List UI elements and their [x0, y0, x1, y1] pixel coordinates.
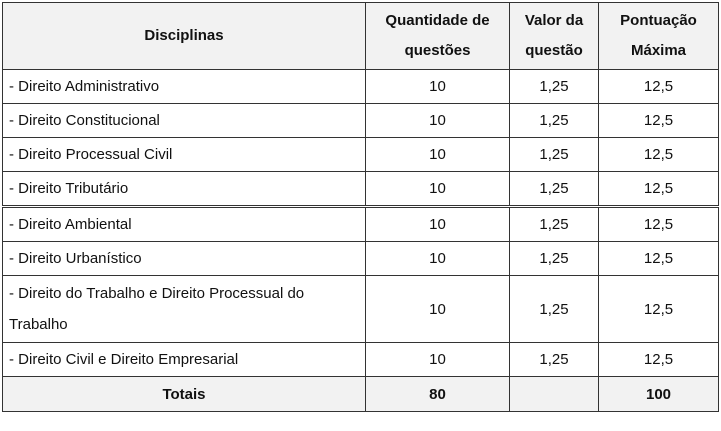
row-quantidade: 10	[365, 275, 510, 343]
row-valor: 1,25	[509, 205, 599, 242]
row-valor: 1,25	[509, 171, 599, 207]
row-valor: 1,25	[509, 69, 599, 104]
row-pontuacao: 12,5	[598, 275, 719, 343]
row-disciplina: - Direito Ambiental	[2, 205, 366, 242]
header-disciplinas: Disciplinas	[2, 2, 366, 70]
totals-valor	[509, 376, 599, 412]
disciplines-table-container: Disciplinas Quantidade de questões Valor…	[2, 2, 719, 412]
row-disciplina: - Direito Civil e Direito Empresarial	[2, 342, 366, 377]
table-body: - Direito Administrativo 10 1,25 12,5 - …	[2, 69, 719, 377]
row-pontuacao: 12,5	[598, 205, 719, 242]
row-valor: 1,25	[509, 137, 599, 172]
row-disciplina: - Direito Administrativo	[2, 69, 366, 104]
row-valor: 1,25	[509, 103, 599, 138]
row-quantidade: 10	[365, 205, 510, 242]
totals-label: Totais	[2, 376, 366, 412]
row-valor: 1,25	[509, 241, 599, 276]
row-disciplina: - Direito Tributário	[2, 171, 366, 207]
table-row: - Direito Administrativo 10 1,25 12,5	[2, 69, 719, 104]
header-pontuacao: Pontuação Máxima	[598, 2, 719, 70]
table-row: - Direito Civil e Direito Empresarial 10…	[2, 342, 719, 377]
row-disciplina: - Direito do Trabalho e Direito Processu…	[2, 275, 366, 343]
row-quantidade: 10	[365, 69, 510, 104]
row-disciplina: - Direito Constitucional	[2, 103, 366, 138]
row-quantidade: 10	[365, 342, 510, 377]
row-pontuacao: 12,5	[598, 241, 719, 276]
row-pontuacao: 12,5	[598, 69, 719, 104]
totals-quantidade: 80	[365, 376, 510, 412]
row-disciplina: - Direito Processual Civil	[2, 137, 366, 172]
header-quantidade: Quantidade de questões	[365, 2, 510, 70]
row-quantidade: 10	[365, 103, 510, 138]
row-disciplina: - Direito Urbanístico	[2, 241, 366, 276]
row-pontuacao: 12,5	[598, 137, 719, 172]
totals-row: Totais 80 100	[2, 376, 719, 412]
table-row: - Direito Tributário 10 1,25 12,5	[2, 171, 719, 207]
totals-pontuacao: 100	[598, 376, 719, 412]
row-valor: 1,25	[509, 342, 599, 377]
row-valor: 1,25	[509, 275, 599, 343]
row-quantidade: 10	[365, 241, 510, 276]
table-header: Disciplinas Quantidade de questões Valor…	[2, 2, 719, 70]
table-row: - Direito Ambiental 10 1,25 12,5	[2, 205, 719, 242]
row-pontuacao: 12,5	[598, 342, 719, 377]
header-row: Disciplinas Quantidade de questões Valor…	[2, 2, 719, 70]
table-footer: Totais 80 100	[2, 376, 719, 412]
row-pontuacao: 12,5	[598, 171, 719, 207]
disciplines-table: Disciplinas Quantidade de questões Valor…	[2, 2, 719, 412]
row-quantidade: 10	[365, 171, 510, 207]
table-row: - Direito Urbanístico 10 1,25 12,5	[2, 241, 719, 276]
header-valor: Valor da questão	[509, 2, 599, 70]
table-row: - Direito Constitucional 10 1,25 12,5	[2, 103, 719, 138]
table-row: - Direito do Trabalho e Direito Processu…	[2, 275, 719, 343]
table-row: - Direito Processual Civil 10 1,25 12,5	[2, 137, 719, 172]
row-pontuacao: 12,5	[598, 103, 719, 138]
row-quantidade: 10	[365, 137, 510, 172]
